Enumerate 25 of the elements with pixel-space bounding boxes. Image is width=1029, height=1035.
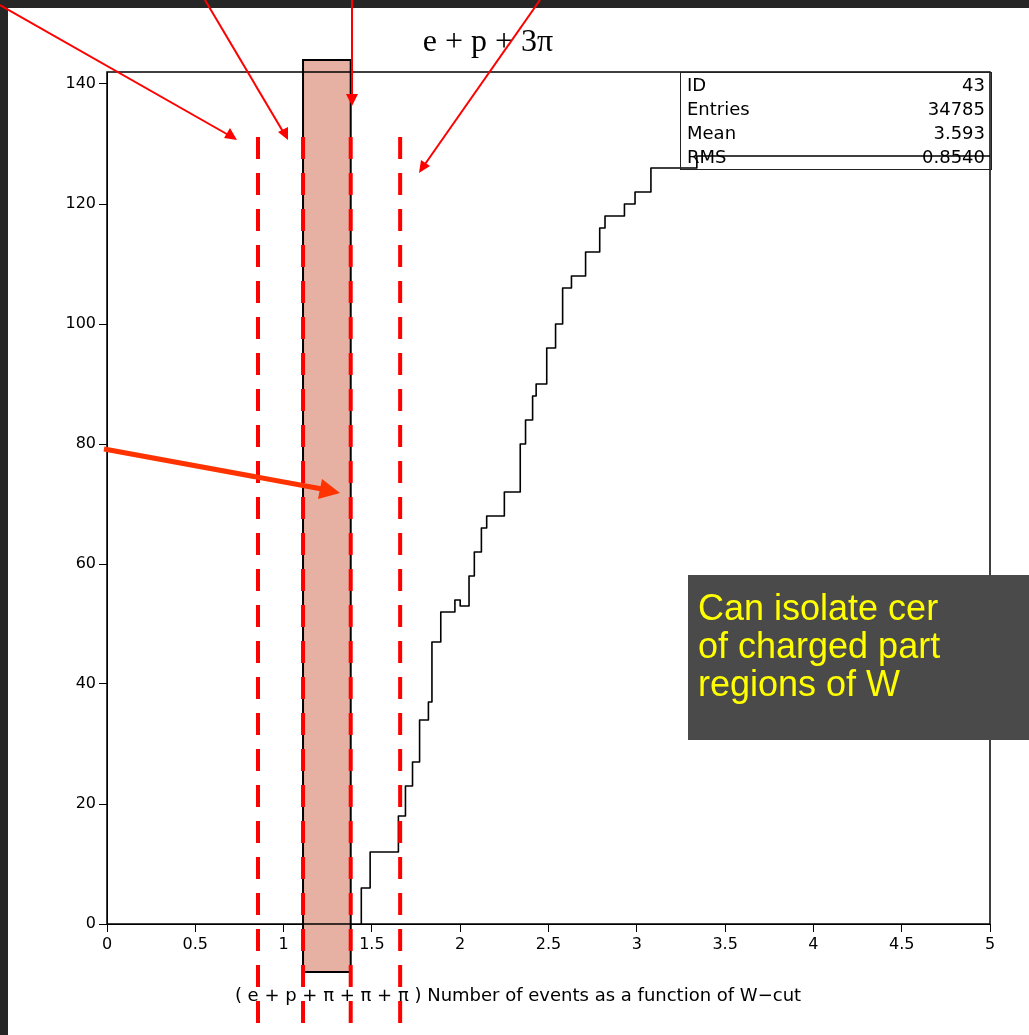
text: Mean 3.593 bbox=[687, 122, 985, 143]
x-tick-label: 0.5 bbox=[182, 933, 209, 953]
x-tick-label: 5 bbox=[984, 933, 996, 953]
x-tick-label: 1.5 bbox=[359, 933, 385, 953]
y-tick-label: 0 bbox=[85, 913, 96, 933]
x-tick-label: 3 bbox=[631, 933, 642, 953]
y-tick-label: 140 bbox=[65, 73, 96, 93]
y-tick-label: 100 bbox=[65, 313, 96, 333]
y-tick-label: 20 bbox=[75, 793, 96, 813]
text: Entries 34785 bbox=[687, 98, 985, 119]
x-tick-label: 2 bbox=[455, 933, 466, 953]
x-axis-title: ( e + p + π + π + π ) Number of events as a function of W−cut bbox=[233, 984, 803, 1005]
x-tick-label: 3.5 bbox=[712, 933, 738, 953]
x-tick-label: 0 bbox=[101, 933, 113, 953]
y-tick-label: 60 bbox=[75, 553, 96, 573]
y-tick-label: 40 bbox=[75, 673, 96, 693]
y-tick-label: 80 bbox=[75, 433, 96, 453]
text: ID 43 bbox=[687, 74, 985, 95]
x-tick-label: 2.5 bbox=[535, 933, 562, 953]
x-tick-label: 1 bbox=[278, 933, 289, 953]
y-tick-label: 120 bbox=[65, 193, 96, 213]
x-tick-label: 4.5 bbox=[888, 933, 915, 953]
chart-title: e + p + 3π bbox=[421, 22, 555, 59]
x-tick-label: 4 bbox=[808, 933, 819, 953]
annotation: Can isolate cer of charged part regions of W bbox=[688, 575, 1029, 740]
